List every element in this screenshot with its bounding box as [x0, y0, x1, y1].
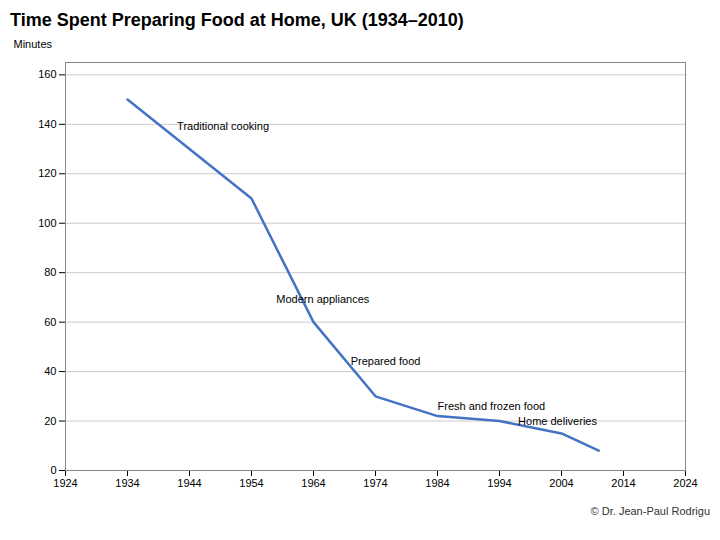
- svg-text:160: 160: [38, 68, 56, 80]
- svg-text:120: 120: [38, 167, 56, 179]
- svg-text:80: 80: [44, 266, 56, 278]
- svg-text:60: 60: [44, 316, 56, 328]
- svg-text:0: 0: [50, 464, 56, 476]
- svg-text:40: 40: [44, 365, 56, 377]
- svg-text:Fresh and frozen food: Fresh and frozen food: [438, 400, 546, 412]
- svg-text:1974: 1974: [363, 477, 387, 489]
- svg-text:1984: 1984: [425, 477, 449, 489]
- svg-text:140: 140: [38, 118, 56, 130]
- svg-text:2024: 2024: [673, 477, 697, 489]
- svg-text:1944: 1944: [177, 477, 201, 489]
- svg-text:20: 20: [44, 415, 56, 427]
- svg-text:1954: 1954: [239, 477, 263, 489]
- svg-text:Minutes: Minutes: [14, 38, 53, 50]
- svg-text:1964: 1964: [301, 477, 325, 489]
- svg-text:Home deliveries: Home deliveries: [518, 415, 597, 427]
- svg-text:Modern appliances: Modern appliances: [276, 293, 369, 305]
- svg-text:1924: 1924: [53, 477, 77, 489]
- html-text:Time Spent Preparing Food at H: Time Spent Preparing Food at Home, UK (1…: [10, 10, 464, 30]
- svg-text:2004: 2004: [549, 477, 573, 489]
- svg-text:1934: 1934: [115, 477, 139, 489]
- svg-text:1994: 1994: [487, 477, 511, 489]
- svg-text:2014: 2014: [611, 477, 635, 489]
- svg-text:100: 100: [38, 217, 56, 229]
- svg-text:Prepared food: Prepared food: [351, 355, 421, 367]
- html-text:© Dr. Jean-Paul Rodrigu: © Dr. Jean-Paul Rodrigu: [590, 505, 710, 517]
- svg-text:Traditional cooking: Traditional cooking: [177, 120, 269, 132]
